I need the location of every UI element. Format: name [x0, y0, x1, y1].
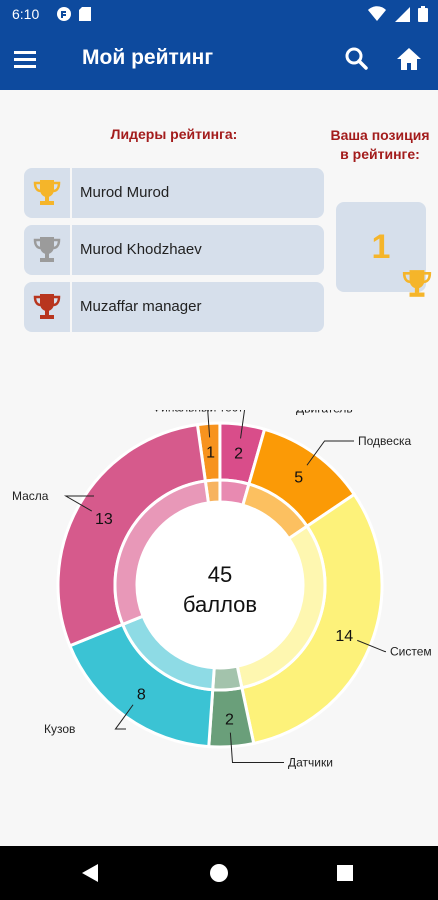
score-donut-chart: 45 баллов 1 Финальный тест 2 Двигатель 5 Подв… — [12, 410, 432, 770]
recents-button[interactable] — [336, 864, 354, 882]
slice-leader-line — [63, 495, 94, 512]
slice-leader-line — [207, 410, 211, 438]
slice-category-label: Двигатель — [296, 410, 353, 416]
home-circle-icon — [210, 864, 228, 882]
nav-home-button[interactable] — [208, 862, 230, 884]
slice-category-label: Финальный тест — [152, 410, 244, 414]
back-triangle-icon — [82, 864, 98, 882]
search-icon — [345, 47, 368, 70]
system-nav-bar — [0, 846, 438, 900]
leader-row-1[interactable]: Murod Murod — [24, 168, 324, 218]
gold-trophy-icon — [402, 270, 432, 297]
back-button[interactable] — [80, 862, 104, 884]
battery-icon — [418, 6, 428, 22]
slice-leader-line — [357, 639, 386, 653]
slice-value-label: 1 — [206, 444, 215, 461]
position-heading: Ваша позиция в рейтинге: — [322, 126, 438, 164]
slice-value-label: 13 — [95, 511, 113, 528]
wifi-icon — [368, 6, 386, 21]
status-system-icons — [368, 6, 428, 22]
slice-value-label: 2 — [225, 712, 234, 729]
menu-button[interactable] — [14, 44, 46, 74]
slice-category-label: Датчики — [288, 756, 333, 770]
donut-inner-ring-5 — [211, 664, 244, 692]
status-bar: 6:10 — [0, 0, 438, 28]
leader-row-3[interactable]: Muzaffar manager — [24, 282, 324, 332]
slice-value-label: 2 — [234, 445, 243, 462]
leader-trophy-3 — [24, 282, 72, 332]
gold-trophy-icon — [33, 180, 61, 205]
leader-name-2: Murod Khodzhaev — [80, 241, 202, 258]
sd-card-icon — [79, 7, 91, 21]
slice-value-label: 5 — [294, 470, 303, 487]
status-time: 6:10 — [12, 6, 40, 22]
leader-trophy-2 — [24, 225, 72, 275]
chart-total-value: 45 — [208, 562, 232, 587]
donut-hole — [137, 502, 303, 668]
signal-icon — [395, 7, 410, 22]
slice-value-label: 14 — [335, 628, 353, 645]
slice-leader-line — [114, 704, 134, 730]
silver-trophy-icon — [33, 237, 61, 262]
recents-square-icon — [337, 865, 353, 881]
slice-category-label: Подвеска — [358, 434, 411, 448]
leader-trophy-1 — [24, 168, 72, 218]
position-value: 1 — [371, 228, 391, 266]
slice-leader-line — [240, 410, 246, 439]
home-icon — [397, 48, 421, 70]
search-button[interactable] — [344, 44, 374, 74]
leader-name-3: Muzaffar manager — [80, 298, 202, 315]
leader-row-2[interactable]: Murod Khodzhaev — [24, 225, 324, 275]
status-notification-icons — [56, 6, 92, 22]
home-button[interactable] — [396, 44, 426, 74]
hamburger-menu-icon — [14, 51, 36, 68]
slice-category-label: Масла — [12, 489, 49, 503]
chart-total-unit: баллов — [183, 592, 257, 617]
slice-leader-line — [229, 732, 284, 764]
slice-category-label: Кузов — [44, 722, 75, 736]
page-title: Мой рейтинг — [82, 46, 214, 69]
position-heading-line2: в рейтинге: — [340, 146, 420, 162]
slice-leader-line — [306, 440, 354, 466]
slice-value-label: 8 — [137, 686, 146, 703]
leaders-heading: Лидеры рейтинга: — [110, 126, 238, 142]
leader-name-1: Murod Murod — [80, 184, 170, 201]
bronze-trophy-icon — [33, 294, 61, 319]
position-trophy — [402, 268, 432, 305]
position-heading-line1: Ваша позиция — [330, 127, 430, 143]
notification-app-icon — [57, 7, 71, 21]
app-bar: Мой рейтинг — [0, 28, 438, 90]
slice-category-label: Систем — [390, 645, 432, 659]
